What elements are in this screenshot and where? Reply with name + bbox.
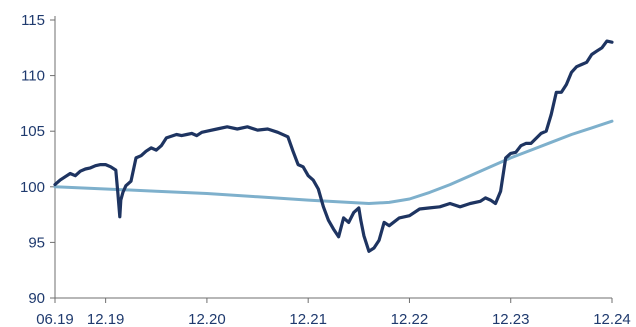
x-tick-label: 12.22 bbox=[391, 311, 429, 327]
x-tick-label: 06.19 bbox=[36, 311, 74, 327]
x-tick-label: 12.23 bbox=[492, 311, 530, 327]
x-tick-label: 12.21 bbox=[289, 311, 327, 327]
y-tick-label: 115 bbox=[21, 12, 45, 29]
series-line-light bbox=[53, 119, 614, 205]
series-line-dark bbox=[53, 39, 614, 253]
y-tick-label: 105 bbox=[20, 123, 45, 140]
x-axis: 06.19 12.19 12.20 12.21 12.22 12.23 12.24 bbox=[36, 297, 631, 327]
y-tick-label: 100 bbox=[20, 179, 45, 196]
y-tick-label: 95 bbox=[28, 234, 45, 251]
y-tick-label: 110 bbox=[21, 68, 45, 85]
y-axis: 90 95 100 105 110 115 bbox=[20, 12, 56, 307]
x-tick-label: 12.24 bbox=[593, 311, 631, 327]
series-layer bbox=[53, 39, 614, 253]
x-tick-label: 12.19 bbox=[87, 311, 125, 327]
y-tick-label: 90 bbox=[28, 290, 45, 307]
x-tick-label: 12.20 bbox=[188, 311, 226, 327]
